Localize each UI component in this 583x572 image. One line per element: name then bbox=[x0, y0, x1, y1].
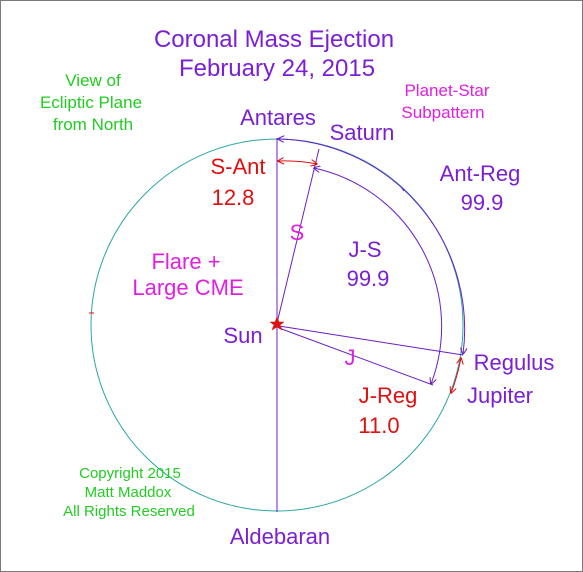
ant-reg-label: Ant-Reg bbox=[440, 161, 521, 186]
label-regulus: Regulus bbox=[474, 350, 555, 375]
red-star-icon bbox=[269, 316, 285, 331]
event-line-2: Large CME bbox=[132, 275, 243, 300]
ray-label-s: S bbox=[290, 220, 305, 245]
label-sun: Sun bbox=[223, 323, 262, 348]
label-aldebaran: Aldebaran bbox=[230, 524, 330, 549]
label-jupiter: Jupiter bbox=[467, 383, 533, 408]
ant-reg-value: 99.9 bbox=[461, 190, 504, 215]
label-antares: Antares bbox=[240, 105, 316, 130]
s-ant-arc bbox=[278, 161, 317, 164]
pattern-note-line-2: Subpattern bbox=[401, 103, 484, 122]
sun-regulus-ray bbox=[278, 325, 464, 356]
j-s-value: 99.9 bbox=[347, 266, 390, 291]
ray-label-j: J bbox=[345, 345, 356, 370]
label-saturn: Saturn bbox=[330, 120, 395, 145]
j-s-arc bbox=[314, 168, 443, 384]
view-note-line-3: from North bbox=[53, 115, 133, 134]
copyright-line-3: All Rights Reserved bbox=[63, 503, 195, 520]
j-reg-arc bbox=[451, 358, 461, 393]
pattern-note-line-1: Planet-Star bbox=[404, 81, 489, 100]
event-line-1: Flare + bbox=[151, 249, 220, 274]
j-reg-value: 11.0 bbox=[358, 413, 399, 438]
title-line-2: February 24, 2015 bbox=[179, 55, 375, 82]
s-ant-label: S-Ant bbox=[210, 154, 265, 179]
j-reg-label: J-Reg bbox=[359, 383, 418, 408]
copyright-line-2: Matt Maddox bbox=[85, 484, 172, 501]
sun-jupiter-ray bbox=[278, 327, 434, 386]
j-s-label: J-S bbox=[349, 237, 382, 262]
title-line-1: Coronal Mass Ejection bbox=[154, 26, 394, 53]
copyright-line-1: Copyright 2015 bbox=[79, 465, 181, 482]
s-ant-value: 12.8 bbox=[212, 185, 255, 210]
view-note-line-1: View of bbox=[65, 71, 121, 90]
view-note-line-2: Ecliptic Plane bbox=[40, 93, 142, 112]
